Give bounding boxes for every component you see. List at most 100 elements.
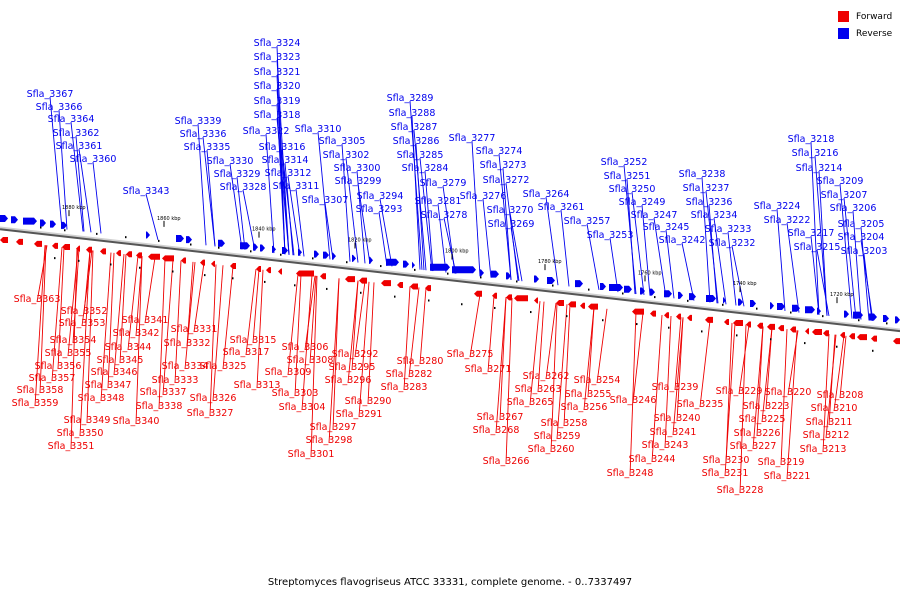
forward-gene-label: Sfla_3315	[230, 335, 277, 346]
reverse-gene-arrow	[412, 261, 415, 269]
forward-leader-line	[674, 317, 682, 391]
axis-dot	[636, 323, 638, 326]
reverse-leader-line	[345, 157, 359, 263]
reverse-gene-label: Sfla_3300	[334, 163, 381, 174]
reverse-gene-label: Sfla_3217	[788, 228, 835, 239]
forward-gene-label: Sfla_3248	[607, 468, 654, 479]
axis-dot	[494, 306, 496, 309]
reverse-gene-label: Sfla_3233	[705, 224, 752, 235]
forward-gene-label: Sfla_3275	[447, 349, 494, 360]
forward-gene-arrow	[474, 290, 482, 297]
forward-gene-label: Sfla_3347	[85, 380, 132, 391]
reverse-gene-arrow	[298, 248, 302, 256]
reverse-leader-line	[626, 178, 636, 294]
forward-leader-line	[761, 327, 773, 423]
reverse-leader-line	[510, 226, 520, 281]
reverse-leader-line	[701, 176, 711, 303]
legend-reverse: Reverse	[838, 25, 892, 42]
reverse-leader-line	[586, 223, 600, 290]
reverse-leader-line	[509, 212, 523, 282]
forward-gene-label: Sfla_3309	[265, 367, 312, 378]
axis-dot	[158, 239, 160, 242]
forward-gene-label: Sfla_3229	[716, 386, 763, 397]
reverse-gene-label: Sfla_3272	[483, 175, 530, 186]
reverse-gene-label: Sfla_3324	[254, 38, 301, 49]
reverse-leader-line	[816, 249, 830, 317]
axis-dot	[172, 270, 174, 273]
backbone-line	[0, 228, 900, 333]
forward-gene-arrow	[52, 242, 58, 249]
forward-gene-label: Sfla_3225	[739, 414, 786, 425]
reverse-gene-arrow	[282, 246, 288, 254]
reverse-leader-line	[708, 204, 718, 304]
forward-gene-arrow	[381, 280, 391, 287]
reverse-leader-line	[665, 229, 675, 299]
reverse-gene-arrow	[506, 272, 511, 280]
forward-leader-line	[752, 326, 764, 450]
forward-gene-arrow	[812, 328, 822, 335]
reverse-leader-line	[786, 222, 800, 313]
axis-dot	[480, 276, 482, 279]
forward-gene-label: Sfla_3227	[730, 441, 777, 452]
forward-gene-label: Sfla_3350	[57, 428, 104, 439]
forward-gene-label: Sfla_3291	[336, 409, 383, 420]
axis-dot	[414, 268, 416, 271]
ruler-tick-label: 1800 kbp	[445, 249, 469, 255]
forward-leader-line	[212, 265, 224, 402]
reverse-gene-arrow	[895, 316, 900, 324]
axis-dot	[139, 266, 141, 269]
reverse-gene-label: Sfla_3285	[397, 150, 444, 161]
forward-gene-arrow	[871, 335, 877, 342]
forward-leader-line	[738, 324, 750, 395]
ruler-tick-label: 1860 kbp	[157, 216, 181, 222]
forward-gene-arrow	[181, 257, 186, 264]
forward-leader-line	[332, 278, 340, 431]
reverse-gene-arrow	[0, 215, 8, 222]
reverse-gene-arrow	[792, 304, 800, 312]
forward-gene-arrow	[148, 253, 160, 260]
forward-leader-line	[563, 304, 571, 427]
reverse-gene-label: Sfla_3277	[449, 133, 496, 144]
forward-leader-line	[294, 274, 302, 397]
reverse-gene-label: Sfla_3214	[796, 163, 843, 174]
forward-gene-arrow	[893, 338, 900, 345]
reverse-gene-arrow	[738, 298, 743, 306]
axis-dot	[380, 265, 382, 268]
forward-gene-arrow	[514, 295, 528, 302]
reverse-leader-line	[443, 217, 457, 274]
reverse-gene-arrow	[240, 242, 250, 250]
forward-leader-line	[57, 247, 65, 370]
axis-dot	[264, 280, 266, 283]
reverse-gene-label: Sfla_3336	[180, 129, 227, 140]
forward-leader-line	[107, 252, 115, 389]
forward-gene-label: Sfla_3223	[743, 401, 790, 412]
forward-gene-arrow	[568, 301, 576, 308]
reverse-gene-label: Sfla_3330	[207, 156, 254, 167]
forward-gene-label: Sfla_3256	[561, 402, 608, 413]
forward-gene-arrow	[200, 259, 205, 266]
forward-gene-label: Sfla_3221	[764, 471, 811, 482]
reverse-gene-label: Sfla_3339	[175, 116, 222, 127]
reverse-leader-line	[623, 164, 637, 295]
reverse-leader-line	[545, 196, 559, 286]
reverse-gene-label: Sfla_3293	[356, 204, 403, 215]
forward-gene-arrow	[100, 248, 106, 255]
reverse-gene-arrow	[777, 303, 785, 311]
forward-leader-line	[39, 245, 47, 394]
forward-leader-line	[113, 254, 125, 376]
reverse-gene-label: Sfla_3366	[36, 102, 83, 113]
forward-gene-label: Sfla_3356	[35, 361, 82, 372]
reverse-gene-arrow	[480, 269, 484, 277]
forward-gene-label: Sfla_3357	[29, 373, 76, 384]
reverse-gene-arrow	[869, 313, 877, 321]
forward-gene-label: Sfla_3353	[59, 318, 106, 329]
reverse-gene-arrow	[750, 299, 756, 307]
axis-dot	[858, 319, 860, 322]
forward-leader-line	[79, 250, 91, 437]
forward-gene-arrow	[345, 276, 355, 283]
forward-gene-label: Sfla_3337	[140, 387, 187, 398]
reverse-leader-line	[713, 217, 727, 305]
forward-gene-arrow	[556, 299, 564, 306]
forward-gene-label: Sfla_3228	[717, 485, 764, 496]
ruler-tick-label: 1840 kbp	[252, 227, 276, 233]
